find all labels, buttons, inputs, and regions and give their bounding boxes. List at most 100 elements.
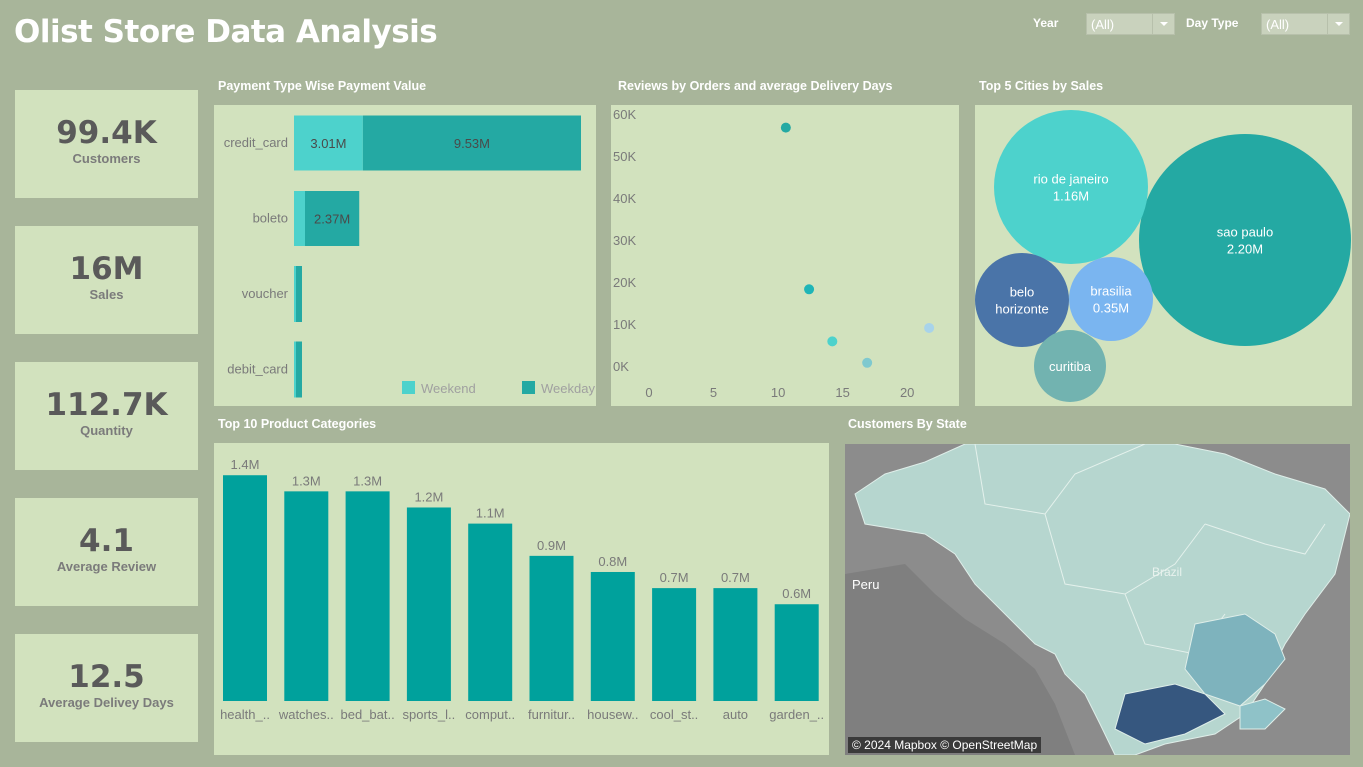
- product-bar-label: 1.4M: [231, 457, 260, 472]
- kpi-label: Average Delivey Days: [39, 695, 174, 710]
- kpi-value: 112.7K: [45, 387, 168, 423]
- payment-bar-weekend: [294, 191, 305, 246]
- daytype-filter-value: (All): [1266, 17, 1290, 32]
- kpi-customers: 99.4K Customers: [15, 90, 198, 198]
- scatter-y-tick: 0K: [613, 359, 629, 374]
- kpi-label: Average Review: [56, 559, 157, 574]
- kpi-sales: 16M Sales: [15, 226, 198, 334]
- scatter-point: [924, 322, 935, 333]
- city-bubble-label: sao paulo: [1217, 225, 1273, 240]
- kpi-label: Quantity: [80, 423, 133, 438]
- map-state-rio-de-janeiro[interactable]: [1239, 698, 1286, 730]
- scatter-x-tick: 5: [710, 385, 717, 400]
- kpi-value: 12.5: [68, 659, 145, 695]
- products-bar-chart: 1.4M health_.. 1.3M watches.. 1.3M bed_bat.. 1…: [220, 457, 824, 722]
- daytype-filter-label: Day Type: [1186, 16, 1239, 30]
- payment-category-label: boleto: [253, 211, 288, 226]
- chevron-down-icon[interactable]: [1327, 14, 1349, 34]
- chevron-down-icon[interactable]: [1152, 14, 1174, 34]
- product-bar-label: 1.2M: [414, 489, 443, 504]
- city-bubble-label: horizonte: [995, 302, 1048, 317]
- payment-bar-label: 3.01M: [310, 136, 346, 151]
- map-state-minas-gerais[interactable]: [1184, 613, 1286, 707]
- payment-category-label: voucher: [242, 286, 289, 301]
- kpi-label: Sales: [89, 287, 124, 302]
- kpi-value: 99.4K: [56, 115, 157, 151]
- scatter-y-tick: 40K: [613, 191, 636, 206]
- product-bar: [774, 604, 819, 701]
- payment-bar-weekday: [296, 341, 302, 398]
- states-map-title: Customers By State: [848, 417, 967, 431]
- city-bubble: [975, 253, 1069, 347]
- legend-label-weekday: Weekday: [541, 381, 595, 396]
- product-category-label: garden_..: [769, 707, 824, 722]
- page-title: Olist Store Data Analysis: [14, 14, 438, 50]
- city-bubble-value: 1.16M: [1053, 189, 1089, 204]
- scatter-point: [827, 336, 838, 347]
- product-category-label: housew..: [587, 707, 638, 722]
- product-bar: [468, 523, 513, 701]
- payment-bar-weekday: [305, 191, 360, 246]
- cities-bubble-chart: sao paulo 2.20M rio de janeiro 1.16M belo hor…: [975, 110, 1351, 402]
- product-bar-label: 1.3M: [292, 473, 321, 488]
- city-bubble: [994, 110, 1148, 264]
- map-attribution: © 2024 Mapbox © OpenStreetMap: [848, 737, 1042, 753]
- scatter-x-tick: 20: [900, 385, 914, 400]
- product-bar-label: 0.8M: [598, 554, 627, 569]
- scatter-y-tick: 20K: [613, 275, 636, 290]
- product-bar: [406, 507, 451, 701]
- payment-bar-weekend: [294, 341, 296, 398]
- city-bubble-value: 2.20M: [1227, 242, 1263, 257]
- product-bar: [223, 475, 267, 701]
- cities-chart-panel: sao paulo 2.20M rio de janeiro 1.16M belo hor…: [975, 105, 1352, 406]
- city-bubble-value: 0.35M: [1093, 301, 1129, 316]
- city-bubble-label: curitiba: [1049, 359, 1092, 374]
- payment-category-label: debit_card: [227, 362, 288, 377]
- scatter-x-tick: 0: [645, 385, 652, 400]
- map-neighbor-region: [845, 564, 1075, 755]
- map-label-brazil: Brazil: [1152, 565, 1183, 579]
- legend-swatch-weekend: [402, 381, 415, 394]
- product-bar-label: 0.6M: [782, 586, 811, 601]
- map-state-sao-paulo[interactable]: [1114, 683, 1226, 745]
- legend-label-weekend: Weekend: [421, 381, 476, 396]
- product-bar-label: 0.7M: [721, 570, 750, 585]
- product-bar-label: 0.9M: [537, 538, 566, 553]
- map-label-peru: Peru: [852, 577, 880, 592]
- scatter-point: [862, 357, 873, 368]
- city-bubble: [1139, 134, 1351, 346]
- scatter-point: [780, 122, 791, 133]
- map-state-border: [1204, 523, 1326, 555]
- scatter-y-tick: 50K: [613, 149, 636, 164]
- payment-chart-title: Payment Type Wise Payment Value: [218, 79, 427, 93]
- map-shapes: [845, 444, 1350, 755]
- reviews-chart-panel: 0K 10K 20K 30K 40K 50K 60K 0 5 10 15 20: [611, 105, 959, 406]
- payment-bar-weekday: [362, 115, 581, 171]
- payment-bar-weekend: [294, 266, 296, 322]
- customers-by-state-map[interactable]: Peru Brazil © 2024 Mapbox © OpenStreetMa…: [845, 444, 1350, 755]
- product-category-label: cool_st..: [650, 707, 698, 722]
- scatter-y-tick: 30K: [613, 233, 636, 248]
- daytype-filter-dropdown[interactable]: (All): [1261, 13, 1350, 35]
- legend-swatch-weekday: [522, 381, 535, 394]
- year-filter-value: (All): [1091, 17, 1115, 32]
- product-category-label: watches..: [278, 707, 334, 722]
- year-filter-dropdown[interactable]: (All): [1086, 13, 1175, 35]
- kpi-value: 16M: [69, 251, 144, 287]
- city-bubble: [1069, 257, 1153, 341]
- product-bar: [345, 491, 390, 701]
- scatter-y-tick: 60K: [613, 107, 636, 122]
- payment-bar-weekday: [296, 266, 302, 322]
- product-bar: [713, 588, 758, 701]
- product-bar: [284, 491, 329, 701]
- product-bar: [529, 555, 574, 701]
- product-category-label: sports_l..: [403, 707, 456, 722]
- products-chart-panel: 1.4M health_.. 1.3M watches.. 1.3M bed_bat.. 1…: [214, 443, 829, 755]
- product-bar-label: 1.3M: [353, 473, 382, 488]
- kpi-average-review: 4.1 Average Review: [15, 498, 198, 606]
- city-bubble-label: brasilia: [1090, 284, 1132, 299]
- products-chart-title: Top 10 Product Categories: [218, 417, 377, 431]
- product-bar-label: 0.7M: [660, 570, 689, 585]
- kpi-label: Customers: [72, 151, 141, 166]
- scatter-x-tick: 15: [835, 385, 849, 400]
